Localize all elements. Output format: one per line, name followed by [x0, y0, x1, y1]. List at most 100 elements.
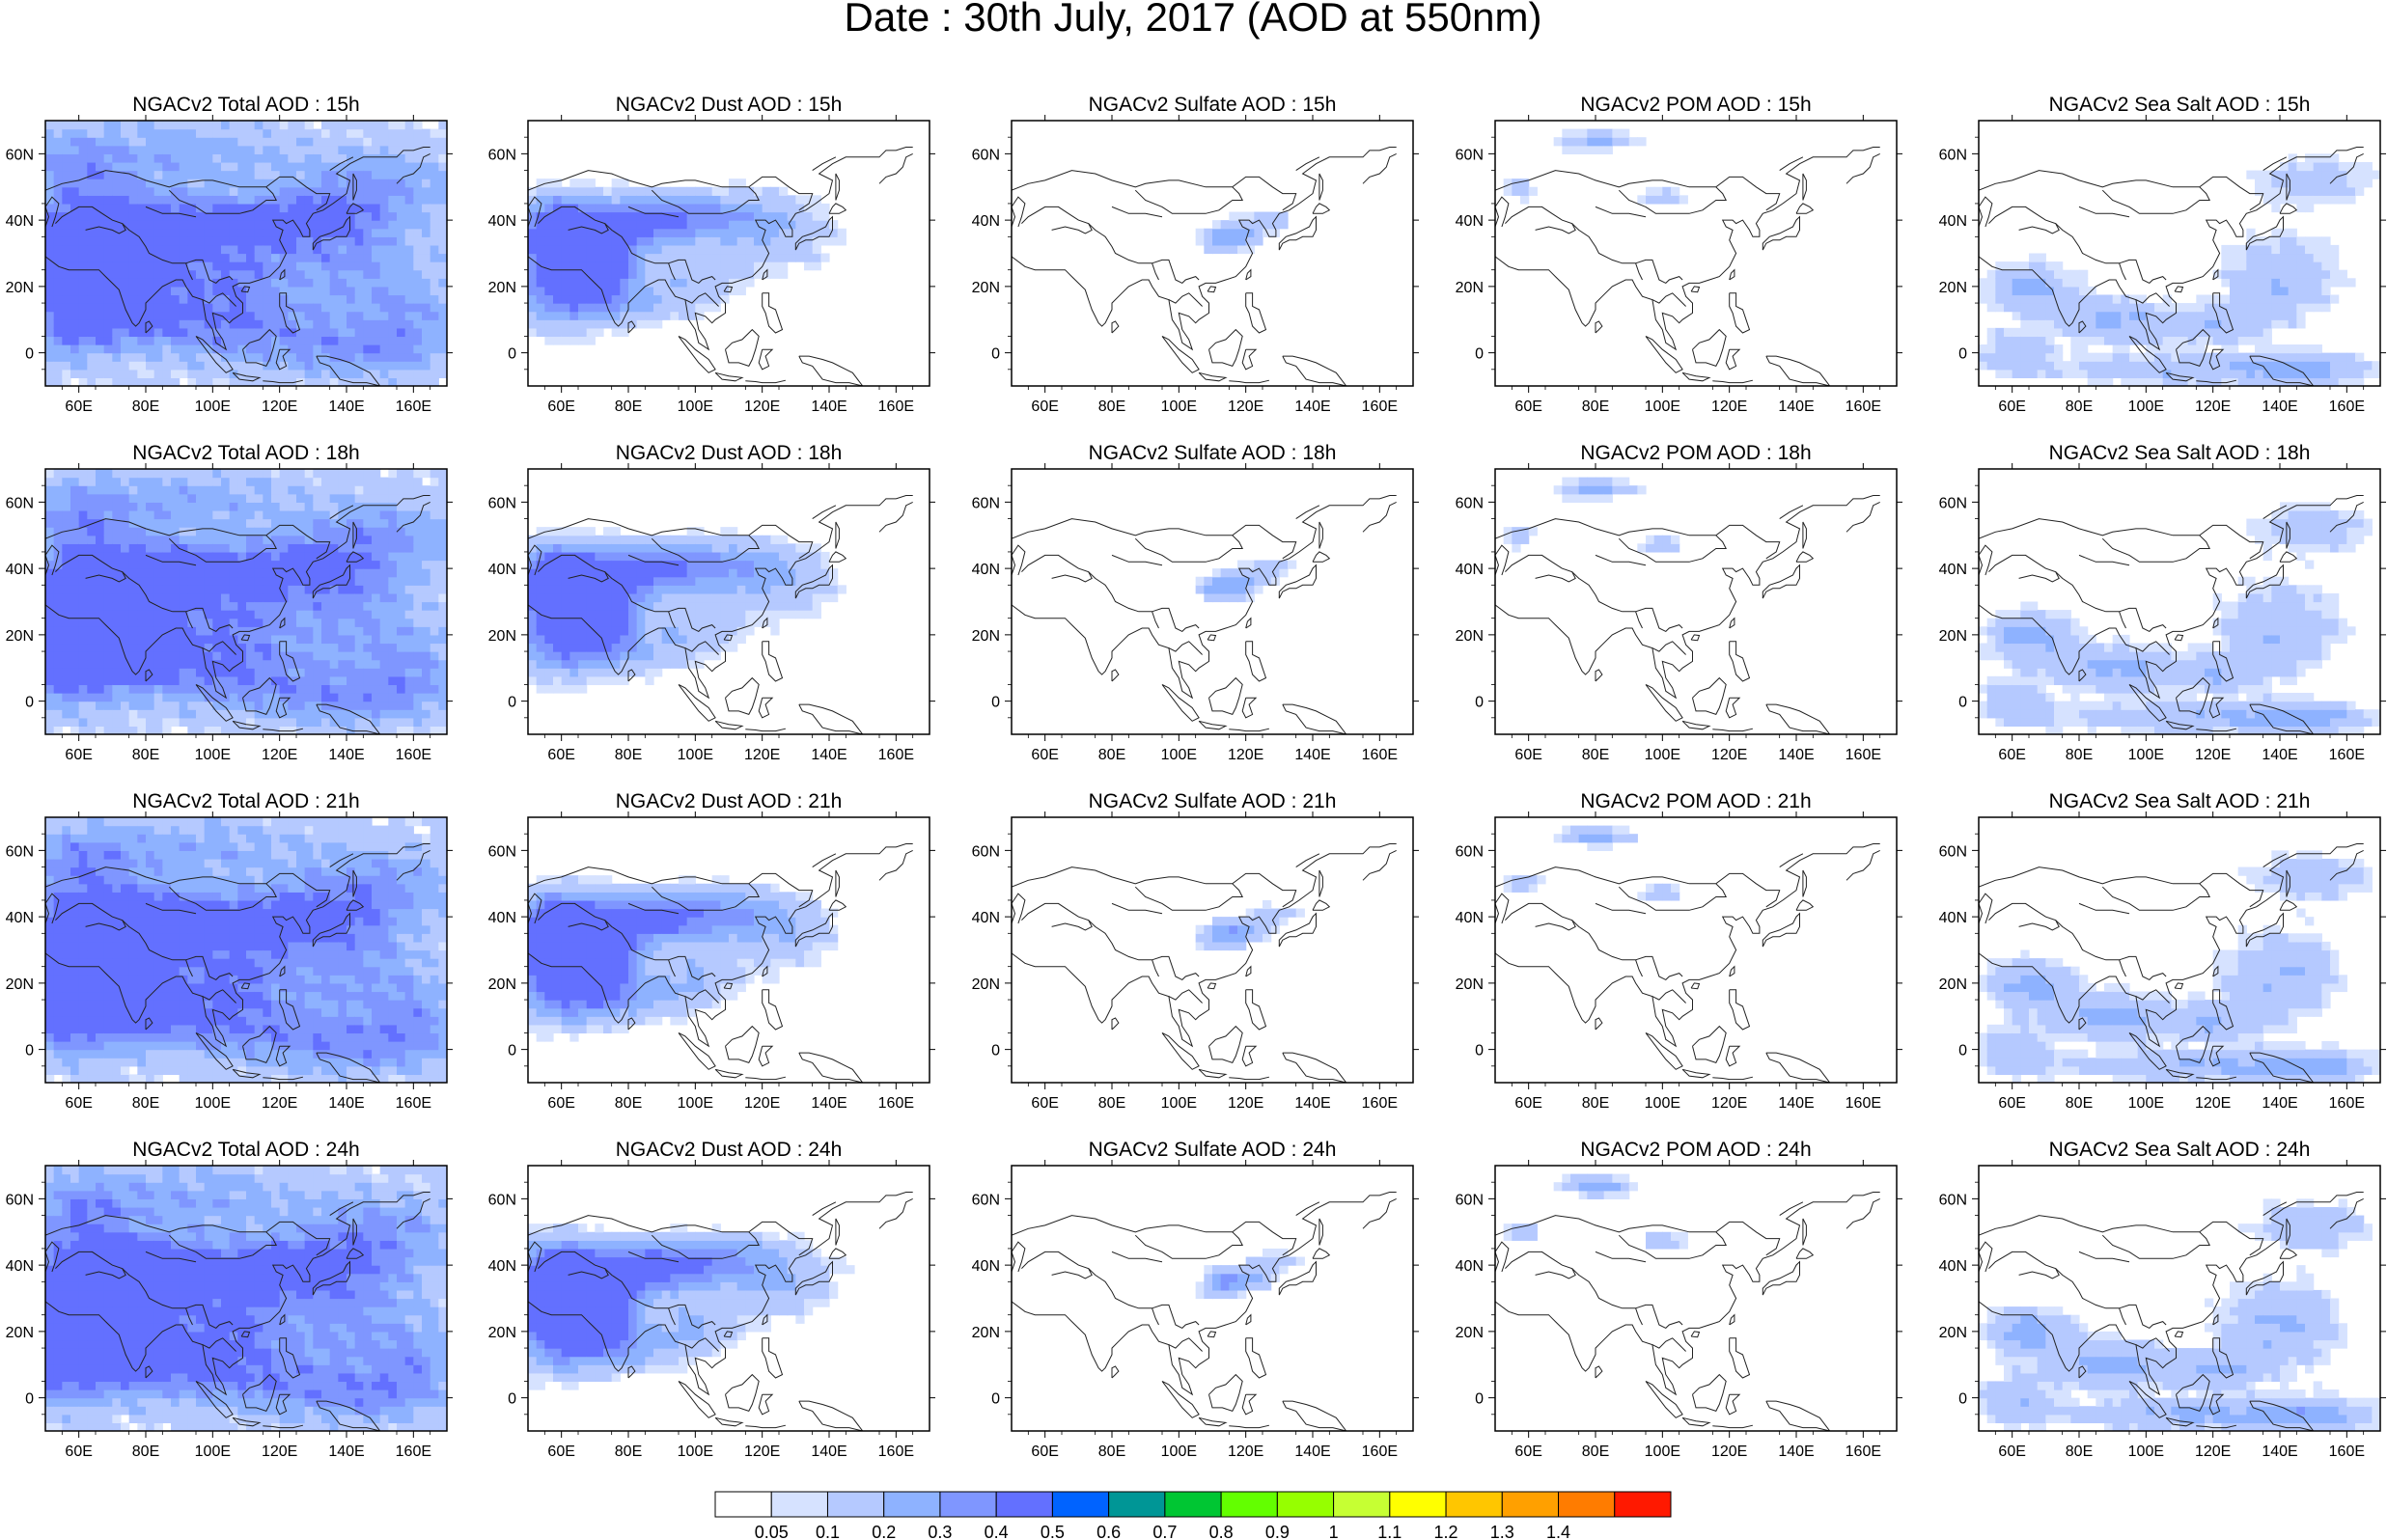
- lat-tick-label: 40N: [6, 1258, 34, 1275]
- lon-tick-label: 120E: [2195, 747, 2231, 763]
- lon-tick-label: 60E: [1031, 747, 1058, 763]
- lon-tick-label: 60E: [65, 399, 92, 415]
- lat-tick-label: 40N: [6, 213, 34, 230]
- lon-tick-label: 140E: [811, 1444, 847, 1460]
- lon-tick-label: 100E: [2128, 747, 2164, 763]
- aod-field: [528, 469, 930, 734]
- coastline-layer: [1495, 843, 1880, 1083]
- lon-tick-label: 120E: [1228, 399, 1263, 415]
- map-frame: [1011, 816, 1414, 1084]
- lon-tick-label: 60E: [1998, 1095, 2025, 1112]
- panel-title: NGACv2 Sulfate AOD : 24h: [1089, 1139, 1337, 1161]
- lat-tick-label: 20N: [6, 976, 34, 993]
- lat-tick-label: 0: [1475, 1391, 1484, 1408]
- lat-tick-label: 40N: [972, 910, 1000, 926]
- lat-tick-label: 20N: [6, 280, 34, 296]
- aod-field: [1979, 121, 2380, 386]
- lat-tick-label: 60N: [1939, 1192, 1967, 1208]
- map-frame: [1978, 816, 2381, 1084]
- lon-tick-label: 120E: [1711, 399, 1747, 415]
- aod-field: [45, 121, 447, 386]
- aod-field: [1979, 1166, 2380, 1431]
- lon-tick-label: 100E: [678, 1095, 713, 1112]
- lon-tick-label: 100E: [678, 1444, 713, 1460]
- lat-tick-label: 40N: [1939, 910, 1967, 926]
- lon-tick-label: 100E: [1645, 1095, 1680, 1112]
- coastline-layer: [1979, 147, 2364, 386]
- lon-tick-label: 100E: [678, 747, 713, 763]
- colorbar: 0.05 0.1 0.2 0.3 0.4 0.5 0.6 0.7 0.8 0.9 1 1.1 1.2 1.…: [714, 1491, 1672, 1540]
- lat-tick-label: 20N: [972, 628, 1000, 645]
- map-panel-seasalt-15h: NGACv2 Sea Salt AOD : 15h 60E 80E 100E 120E 1…: [1939, 94, 2386, 415]
- map-frame: [527, 120, 930, 387]
- panel-title: NGACv2 POM AOD : 24h: [1580, 1139, 1811, 1161]
- map-panel-total-15h: NGACv2 Total AOD : 15h 60E 80E 100E 120E 140E…: [6, 94, 453, 415]
- lon-tick-label: 60E: [547, 399, 574, 415]
- lon-tick-label: 160E: [1362, 747, 1398, 763]
- map-frame: [527, 468, 930, 735]
- aod-field: [1979, 817, 2380, 1083]
- map-panel-pom-15h: NGACv2 POM AOD : 15h 60E 80E 100E 120E 140E 16…: [1456, 94, 1902, 415]
- lon-tick-label: 60E: [547, 1444, 574, 1460]
- lon-tick-label: 80E: [1582, 747, 1609, 763]
- lat-tick-label: 0: [991, 1043, 1000, 1059]
- map-frame: [1494, 816, 1898, 1084]
- map-panel-sulfate-21h: NGACv2 Sulfate AOD : 21h 60E 80E 100E 120E 14…: [972, 790, 1419, 1112]
- colorbar-swatch: [1501, 1491, 1560, 1518]
- panel-title: NGACv2 Sulfate AOD : 21h: [1089, 790, 1337, 812]
- lat-tick-label: 40N: [488, 213, 516, 230]
- lat-tick-label: 60N: [972, 1192, 1000, 1208]
- lat-tick-label: 0: [1958, 1043, 1967, 1059]
- map-panel-pom-21h: NGACv2 POM AOD : 21h 60E 80E 100E 120E 140E 16…: [1456, 790, 1902, 1112]
- lon-tick-label: 120E: [744, 1095, 780, 1112]
- colorbar-swatch: [1558, 1491, 1616, 1518]
- lon-tick-label: 80E: [1098, 399, 1125, 415]
- coastline-layer: [1012, 147, 1397, 386]
- map-frame: [1978, 1165, 2381, 1432]
- lon-tick-label: 140E: [811, 1095, 847, 1112]
- lon-tick-label: 140E: [2262, 747, 2297, 763]
- lat-tick-label: 60N: [488, 1192, 516, 1208]
- lat-tick-label: 20N: [488, 976, 516, 993]
- lat-tick-label: 0: [1475, 346, 1484, 363]
- lon-tick-label: 100E: [1161, 1095, 1197, 1112]
- map-panel-pom-18h: NGACv2 POM AOD : 18h 60E 80E 100E 120E 140E 16…: [1456, 442, 1902, 763]
- coastline-layer: [45, 1192, 430, 1431]
- lon-tick-label: 60E: [65, 1095, 92, 1112]
- lat-tick-label: 40N: [1939, 562, 1967, 578]
- lon-tick-label: 160E: [2329, 1095, 2365, 1112]
- lat-tick-label: 60N: [1939, 495, 1967, 511]
- lat-tick-label: 0: [991, 346, 1000, 363]
- map-panel-total-21h: NGACv2 Total AOD : 21h 60E 80E 100E 120E 140E…: [6, 790, 453, 1112]
- lat-tick-label: 20N: [972, 976, 1000, 993]
- map-panel-dust-18h: NGACv2 Dust AOD : 18h 60E 80E 100E 120E 140E 1…: [488, 442, 935, 763]
- map-frame: [44, 468, 448, 735]
- lon-tick-label: 160E: [1846, 1444, 1881, 1460]
- coastline-layer: [528, 843, 913, 1083]
- lon-tick-label: 80E: [132, 399, 159, 415]
- map-frame: [1011, 468, 1414, 735]
- lat-tick-label: 40N: [1939, 213, 1967, 230]
- colorbar-label: 1.3: [1490, 1523, 1514, 1540]
- lat-tick-label: 40N: [1456, 910, 1484, 926]
- panel-title: NGACv2 Sea Salt AOD : 24h: [2049, 1139, 2311, 1161]
- lat-tick-label: 0: [25, 1391, 34, 1408]
- colorbar-swatch: [1220, 1491, 1278, 1518]
- lon-tick-label: 160E: [2329, 747, 2365, 763]
- lon-tick-label: 80E: [615, 1095, 642, 1112]
- map-panel-dust-21h: NGACv2 Dust AOD : 21h 60E 80E 100E 120E 140E 1…: [488, 790, 935, 1112]
- lon-tick-label: 160E: [396, 747, 431, 763]
- lon-tick-label: 140E: [2262, 399, 2297, 415]
- lat-tick-label: 0: [508, 695, 516, 711]
- lat-tick-label: 60N: [6, 147, 34, 163]
- lon-tick-label: 120E: [1711, 747, 1747, 763]
- lat-tick-label: 0: [1958, 346, 1967, 363]
- lon-tick-label: 160E: [396, 1444, 431, 1460]
- coastline-layer: [1979, 495, 2364, 734]
- lon-tick-label: 140E: [1294, 1095, 1330, 1112]
- colorbar-swatch: [1614, 1491, 1672, 1518]
- lat-tick-label: 40N: [488, 1258, 516, 1275]
- lon-tick-label: 80E: [132, 1444, 159, 1460]
- lon-tick-label: 140E: [328, 399, 364, 415]
- lon-tick-label: 120E: [744, 399, 780, 415]
